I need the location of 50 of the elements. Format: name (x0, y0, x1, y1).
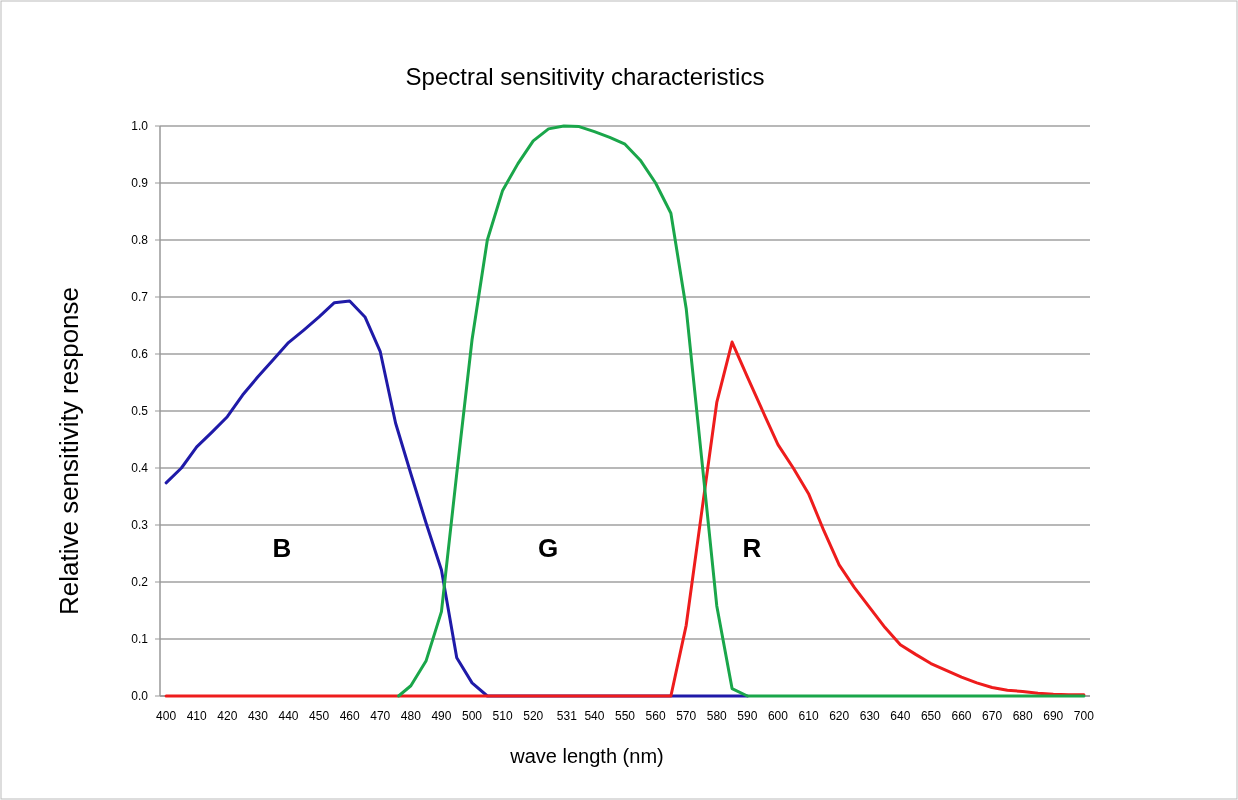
x-tick-label: 630 (859, 709, 881, 723)
x-tick-label: 550 (614, 709, 636, 723)
x-tick-label: 410 (186, 709, 208, 723)
x-tick-label: 570 (676, 709, 697, 723)
x-tick-label: 510 (492, 709, 513, 723)
y-tick-label: 0.4 (131, 461, 149, 476)
annotation: B (272, 533, 292, 564)
y-tick-label: 0.0 (131, 689, 149, 704)
x-tick-label: 660 (951, 709, 972, 723)
x-tick-label: 400 (156, 709, 177, 723)
x-tick-label: 620 (829, 709, 850, 723)
x-tick-label: 420 (217, 709, 238, 723)
x-tick-label: 440 (278, 709, 299, 723)
x-tick-label: 531 (556, 709, 578, 723)
y-tick-label: 0.5 (131, 404, 149, 419)
x-tick-label: 460 (339, 709, 360, 723)
y-tick-label: 0.1 (131, 632, 149, 647)
x-tick-label: 470 (370, 709, 391, 723)
y-tick-label: 1.0 (131, 119, 149, 134)
x-tick-label: 590 (737, 709, 758, 723)
y-tick-label: 0.6 (131, 347, 149, 362)
x-tick-label: 580 (706, 709, 728, 723)
x-axis-title: wave length (nm) (509, 745, 664, 767)
x-tick-label: 540 (584, 709, 605, 723)
line-series (164, 340, 1086, 698)
y-tick-label: 0.8 (131, 233, 149, 248)
y-axis-title: Relative sensitivity response (54, 286, 84, 616)
x-tick-label: 670 (982, 709, 1003, 723)
x-tick-label: 700 (1073, 709, 1095, 723)
x-tick-label: 610 (798, 709, 819, 723)
y-tick-label: 0.7 (131, 290, 149, 305)
x-tick-label: 480 (400, 709, 422, 723)
x-tick-label: 600 (767, 709, 789, 723)
x-tick-label: 680 (1012, 709, 1034, 723)
x-tick-label: 430 (247, 709, 269, 723)
chart-title: Spectral sensitivity characteristics (405, 63, 765, 90)
y-tick-label: 0.9 (131, 176, 149, 191)
x-tick-label: 500 (462, 709, 483, 723)
y-tick-label: 0.3 (131, 518, 149, 533)
x-tick-label: 640 (890, 709, 911, 723)
x-tick-label: 450 (309, 709, 330, 723)
annotation: G (537, 533, 559, 564)
annotation: R (742, 533, 762, 564)
y-tick-label: 0.2 (131, 575, 149, 590)
x-tick-label: 690 (1043, 709, 1064, 723)
line-series (397, 124, 1086, 698)
x-tick-label: 560 (645, 709, 666, 723)
x-tick-label: 520 (523, 709, 544, 723)
x-tick-label: 490 (431, 709, 452, 723)
x-tick-label: 650 (920, 709, 942, 723)
